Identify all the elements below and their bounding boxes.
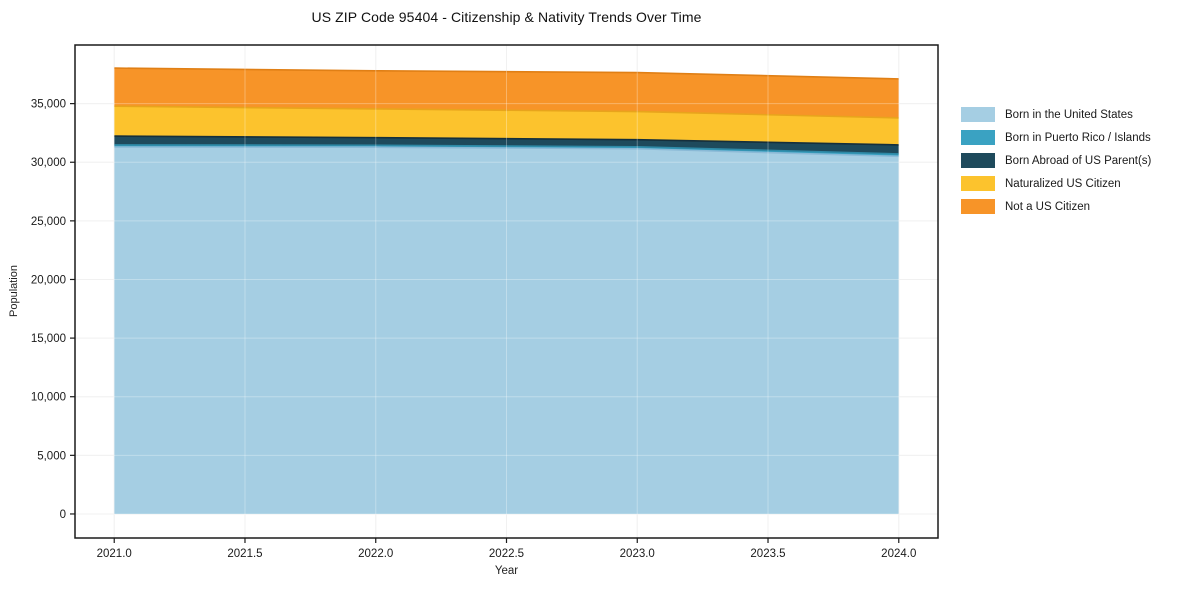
legend-swatch-icon (961, 153, 995, 168)
legend-item-naturalized-us-citizen: Naturalized US Citizen (961, 172, 1151, 195)
area-born-abroad-of-us-parent-s (114, 136, 899, 154)
legend-item-born-in-puerto-rico-islands: Born in Puerto Rico / Islands (961, 126, 1151, 149)
area-edge-not-a-us-citizen (114, 67, 899, 80)
y-tick-label: 35,000 (31, 99, 66, 111)
legend-label: Not a US Citizen (1005, 200, 1091, 213)
area-not-a-us-citizen (114, 68, 899, 118)
area-edge-born-in-the-united-states (114, 146, 899, 158)
legend-swatch-icon (961, 130, 995, 145)
x-tick-label: 2023.0 (620, 548, 655, 560)
area-edge-born-in-puerto-rico-islands (114, 144, 899, 155)
y-tick-label: 5,000 (37, 450, 66, 462)
x-axis-label: Year (494, 565, 519, 577)
y-tick-label: 20,000 (31, 274, 66, 286)
x-tick-label: 2024.0 (881, 548, 916, 560)
legend-swatch-icon (961, 176, 995, 191)
legend-label: Born in Puerto Rico / Islands (1005, 131, 1151, 144)
x-tick-label: 2022.5 (489, 548, 524, 560)
legend-swatch-icon (961, 199, 995, 214)
x-tick-label: 2021.0 (97, 548, 132, 560)
y-tick-label: 15,000 (31, 333, 66, 345)
legend: Born in the United States Born in Puerto … (961, 103, 1151, 218)
area-edge-naturalized-us-citizen (114, 105, 899, 119)
y-tick-label: 25,000 (31, 216, 66, 228)
chart-title: US ZIP Code 95404 - Citizenship & Nativi… (311, 9, 702, 25)
area-born-in-puerto-rico-islands (114, 144, 899, 157)
legend-item-born-abroad-of-us-parent-s: Born Abroad of US Parent(s) (961, 149, 1151, 172)
y-tick-label: 0 (60, 509, 66, 521)
legend-label: Born in the United States (1005, 108, 1133, 121)
x-tick-label: 2023.5 (750, 548, 785, 560)
legend-label: Born Abroad of US Parent(s) (1005, 154, 1152, 167)
y-tick-label: 10,000 (31, 392, 66, 404)
legend-item-born-in-the-united-states: Born in the United States (961, 103, 1151, 126)
legend-item-not-a-us-citizen: Not a US Citizen (961, 195, 1151, 218)
x-tick-label: 2021.5 (227, 548, 262, 560)
legend-label: Naturalized US Citizen (1005, 177, 1121, 190)
y-axis-label: Population (8, 265, 20, 317)
x-tick-label: 2022.0 (358, 548, 393, 560)
area-born-in-the-united-states (114, 147, 899, 514)
legend-swatch-icon (961, 107, 995, 122)
area-edge-born-abroad-of-us-parent-s (114, 135, 899, 146)
y-tick-label: 30,000 (31, 157, 66, 169)
area-naturalized-us-citizen (114, 106, 899, 145)
